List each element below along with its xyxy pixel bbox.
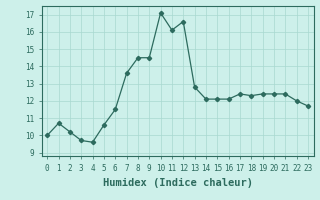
- X-axis label: Humidex (Indice chaleur): Humidex (Indice chaleur): [103, 178, 252, 188]
